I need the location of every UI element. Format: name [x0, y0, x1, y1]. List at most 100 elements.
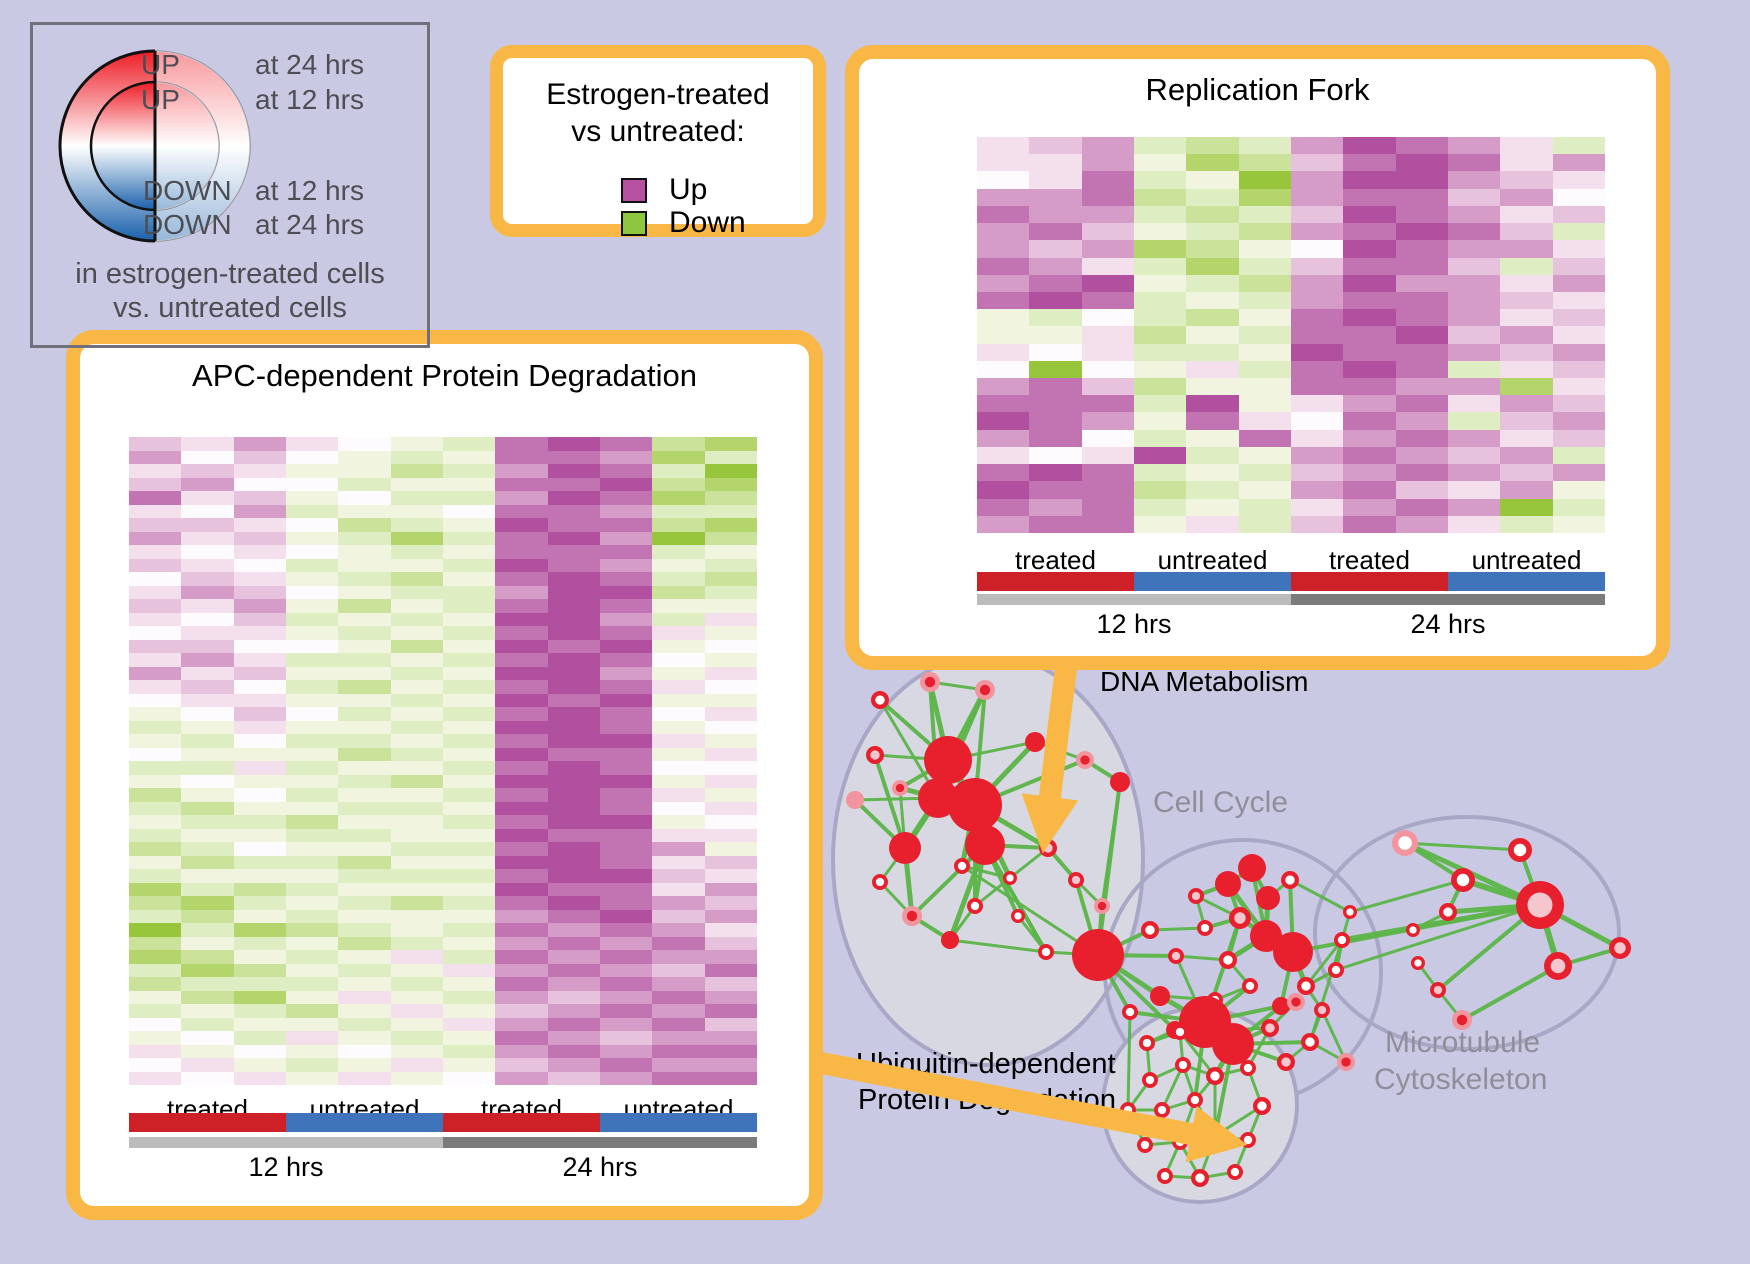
- heatmap-cell: [181, 545, 234, 559]
- heatmap-cell: [233, 639, 286, 653]
- heatmap-cell: [1290, 326, 1344, 344]
- heatmap-cell: [652, 518, 705, 532]
- heatmap-cell: [1081, 464, 1134, 482]
- heatmap-cell: [442, 788, 496, 802]
- heatmap-cell: [1500, 498, 1553, 516]
- heatmap-cell: [704, 437, 757, 451]
- heatmap-cell: [1500, 291, 1553, 310]
- heatmap-cell: [652, 977, 705, 991]
- heatmap-cell: [1500, 378, 1553, 396]
- heatmap-cell: [1029, 205, 1082, 224]
- heatmap-cell: [1029, 412, 1082, 430]
- heatmap-cell: [233, 1004, 286, 1018]
- heatmap-cell: [285, 950, 339, 964]
- heatmap-cell: [129, 1058, 182, 1072]
- heatmap-cell: [1552, 446, 1605, 465]
- heatmap-cell: [129, 896, 182, 910]
- network-node: [1110, 772, 1130, 792]
- concentric-circle-glyph: [58, 49, 251, 243]
- heatmap-cell: [652, 477, 705, 491]
- heatmap-cell: [652, 504, 705, 518]
- heatmap-cell: [599, 1071, 653, 1085]
- heatmap-cell: [129, 815, 182, 829]
- network-node: [846, 791, 864, 809]
- heatmap-cell: [704, 1031, 757, 1045]
- heatmap-cell: [442, 828, 496, 842]
- heatmap-cell: [1447, 171, 1501, 189]
- heatmap-cell: [390, 653, 443, 667]
- network-node-center: [1317, 1005, 1327, 1015]
- heatmap-cell: [285, 761, 339, 775]
- heatmap-cell: [1395, 464, 1448, 482]
- heatmap-cell: [1290, 171, 1344, 189]
- heatmap-cell: [442, 437, 496, 451]
- network-node: [889, 832, 921, 864]
- heatmap-cell: [390, 680, 443, 694]
- heatmap-cell: [338, 855, 391, 869]
- heatmap-cell: [599, 801, 653, 815]
- heatmap-cell: [1343, 446, 1396, 465]
- heatmap-cell: [390, 1031, 443, 1045]
- heatmap-cell: [285, 599, 339, 613]
- heatmap-cell: [338, 653, 391, 667]
- heatmap-cell: [129, 653, 182, 667]
- heatmap-cell: [704, 491, 757, 505]
- heatmap-cell: [181, 990, 234, 1004]
- heatmap-cell: [181, 707, 234, 721]
- heatmap-cell: [547, 774, 600, 788]
- network-node-center: [1301, 981, 1311, 991]
- heatmap-cell: [1500, 412, 1553, 430]
- heatmap-cell: [1238, 343, 1291, 361]
- cell-cycle-label: Cell Cycle: [1153, 786, 1289, 819]
- heatmap-cell: [547, 437, 600, 451]
- heatmap-cell: [1500, 240, 1553, 258]
- heatmap-cell: [1186, 481, 1239, 499]
- heatmap-cell: [1029, 137, 1082, 155]
- heatmap-cell: [547, 680, 600, 694]
- heatmap-cell: [1290, 223, 1344, 241]
- heatmap-cell: [1133, 326, 1187, 344]
- heatmap-cell: [495, 1044, 548, 1058]
- heatmap-cell: [652, 707, 705, 721]
- heatmap-cell: [1238, 395, 1291, 413]
- network-edge: [949, 938, 1047, 954]
- heatmap-cell: [599, 558, 653, 572]
- heatmap-cell: [129, 963, 182, 977]
- heatmap-cell: [1133, 498, 1187, 516]
- microtubule-label-line2: Cytoskeleton: [1374, 1063, 1548, 1096]
- apc-12hr-bar: [129, 1137, 443, 1148]
- heatmap-cell: [442, 747, 496, 761]
- heatmap-cell: [652, 626, 705, 640]
- heatmap-cell: [652, 896, 705, 910]
- heatmap-cell: [652, 909, 705, 923]
- heatmap-cell: [704, 1071, 757, 1085]
- heatmap-cell: [285, 437, 339, 451]
- network-node-center: [979, 684, 991, 696]
- heatmap-cell: [285, 707, 339, 721]
- heatmap-cell: [390, 558, 443, 572]
- heatmap-cell: [704, 774, 757, 788]
- heatmap-cell: [181, 869, 234, 883]
- rf-untreated-bar-12: [1134, 572, 1291, 591]
- network-node-center: [1014, 912, 1022, 920]
- time-group-label: 24 hrs: [1410, 609, 1486, 639]
- network-node-center: [1160, 1171, 1170, 1181]
- heatmap-cell: [442, 464, 496, 478]
- heatmap-cell: [129, 572, 182, 586]
- heatmap-cell: [390, 734, 443, 748]
- heatmap-cell: [599, 437, 653, 451]
- heatmap-cell: [181, 1017, 234, 1031]
- network-node: [1072, 929, 1124, 981]
- heatmap-cell: [599, 518, 653, 532]
- heatmap-cell: [390, 842, 443, 856]
- heatmap-cell: [1290, 240, 1344, 258]
- arrow-apc-to-ubiquitin: [813, 1051, 1248, 1163]
- heatmap-cell: [1238, 291, 1291, 310]
- heatmap-cell: [1552, 378, 1605, 396]
- heatmap-cell: [599, 477, 653, 491]
- apc-24hr-bar: [443, 1137, 757, 1148]
- heatmap-cell: [233, 491, 286, 505]
- heatmap-cell: [495, 477, 548, 491]
- heatmap-cell: [704, 882, 757, 896]
- heatmap-cell: [1081, 291, 1134, 310]
